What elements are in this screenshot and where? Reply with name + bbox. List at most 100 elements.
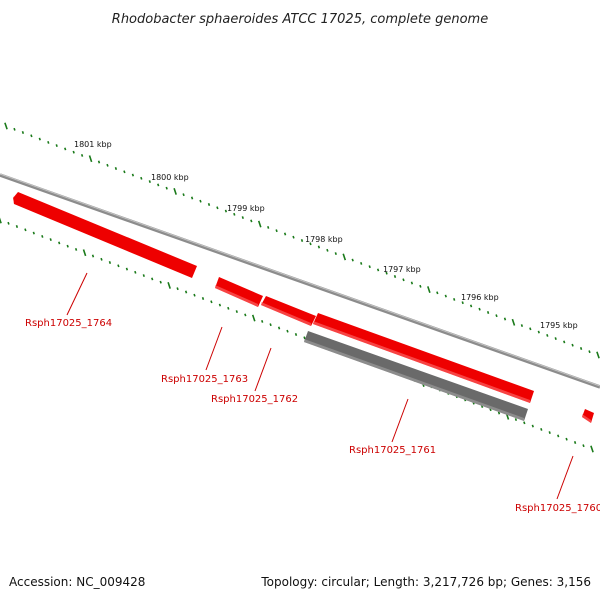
minor-tick [360, 261, 363, 265]
gene-block-reverse-shape [304, 331, 528, 421]
minor-tick [444, 294, 447, 298]
minor-tick [294, 333, 298, 336]
minor-tick [148, 180, 151, 184]
minor-tick [190, 196, 194, 200]
genome-backbone [0, 173, 600, 389]
gene-block-rsph17025-1762[interactable] [261, 296, 316, 326]
minor-tick [514, 418, 518, 422]
minor-tick [224, 209, 228, 213]
minor-tick [261, 319, 264, 323]
minor-tick [419, 284, 422, 288]
minor-tick [235, 310, 238, 314]
map-title: Rhodobacter sphaeroides ATCC 17025, comp… [112, 12, 488, 27]
major-tick [82, 249, 87, 257]
minor-tick [531, 424, 534, 428]
minor-tick [106, 163, 109, 167]
minor-tick [218, 303, 222, 307]
minor-tick [66, 244, 69, 248]
minor-tick [32, 231, 35, 235]
leader-line [66, 272, 88, 316]
minor-tick [565, 437, 568, 441]
minor-tick [58, 241, 61, 245]
major-tick [590, 445, 594, 453]
genome-summary-text: Topology: circular; Length: 3,217,726 bp… [260, 575, 591, 589]
minor-tick [537, 330, 540, 334]
minor-tick [368, 265, 371, 269]
minor-tick [64, 147, 67, 151]
minor-tick [303, 336, 306, 340]
minor-tick [250, 219, 253, 223]
gene-label[interactable]: Rsph17025_1762 [211, 394, 298, 405]
minor-tick [283, 232, 287, 236]
gene-label[interactable]: Rsph17025_1760 [515, 503, 600, 514]
gene-block-reverse[interactable] [304, 331, 528, 421]
minor-tick [267, 225, 270, 229]
minor-tick [13, 127, 16, 131]
major-tick [596, 351, 600, 359]
gene-label[interactable]: Rsph17025_1761 [349, 445, 436, 456]
major-tick [88, 155, 93, 163]
minor-tick [216, 206, 219, 210]
gene-block-rsph17025-1763-shape [215, 277, 263, 307]
minor-tick [579, 347, 583, 350]
gene-block-rsph17025-1762-shade [261, 302, 311, 326]
accession-text: Accession: NC_009428 [9, 575, 145, 589]
minor-tick [334, 252, 337, 256]
minor-tick [182, 193, 185, 197]
minor-tick [277, 326, 281, 330]
minor-tick [436, 291, 439, 295]
minor-tick [233, 212, 236, 216]
minor-tick [47, 140, 50, 144]
minor-tick [469, 304, 473, 308]
minor-tick [546, 333, 549, 337]
major-tick [257, 220, 262, 228]
minor-tick [21, 131, 25, 134]
minor-tick [495, 314, 498, 318]
minor-tick [131, 173, 135, 177]
minor-tick [117, 264, 120, 268]
gene-block-rsph17025-1764[interactable] [13, 192, 197, 278]
minor-tick [176, 287, 179, 291]
minor-tick [55, 144, 58, 148]
gene-block-rsph17025-1763-shade [215, 285, 258, 307]
minor-tick [309, 242, 312, 246]
gene-labels: Rsph17025_1764 Rsph17025_1763 Rsph17025_… [25, 318, 600, 514]
minor-tick [275, 229, 278, 233]
minor-tick [241, 216, 244, 220]
minor-tick [91, 254, 95, 258]
outer-tick-track [4, 122, 600, 359]
genome-backbone-highlight [0, 173, 600, 387]
minor-tick [453, 297, 456, 301]
minor-tick [571, 343, 574, 347]
minor-tick [30, 134, 33, 138]
minor-tick [38, 137, 41, 141]
gene-block-rsph17025-1760-shape [582, 409, 594, 423]
gene-label[interactable]: Rsph17025_1764 [25, 318, 112, 329]
minor-tick [557, 434, 560, 438]
tick-labels: 1801 kbp 1800 kbp 1799 kbp 1798 kbp 1797… [74, 140, 578, 330]
tick-label: 1796 kbp [461, 293, 499, 302]
tick-label: 1799 kbp [227, 204, 265, 213]
gene-block-rsph17025-1760[interactable] [582, 409, 594, 423]
gene-block-rsph17025-1761[interactable] [313, 313, 534, 403]
gene-block-rsph17025-1763[interactable] [215, 277, 263, 307]
gene-block-rsph17025-1764-shade [13, 195, 14, 204]
minor-tick [41, 234, 44, 238]
minor-tick [520, 324, 524, 328]
major-tick [173, 187, 177, 195]
minor-tick [588, 350, 591, 354]
minor-tick [244, 313, 247, 317]
gene-label[interactable]: Rsph17025_1763 [161, 374, 248, 385]
minor-tick [529, 327, 532, 331]
minor-tick [497, 411, 501, 415]
minor-tick [207, 203, 211, 206]
minor-tick [269, 323, 272, 327]
minor-tick [227, 306, 230, 310]
leader-line [205, 326, 223, 371]
minor-tick [157, 183, 160, 187]
minor-tick [540, 427, 543, 431]
minor-tick [165, 186, 168, 190]
tick-label: 1801 kbp [74, 140, 112, 149]
gene-block-rsph17025-1760-shade [582, 414, 591, 423]
